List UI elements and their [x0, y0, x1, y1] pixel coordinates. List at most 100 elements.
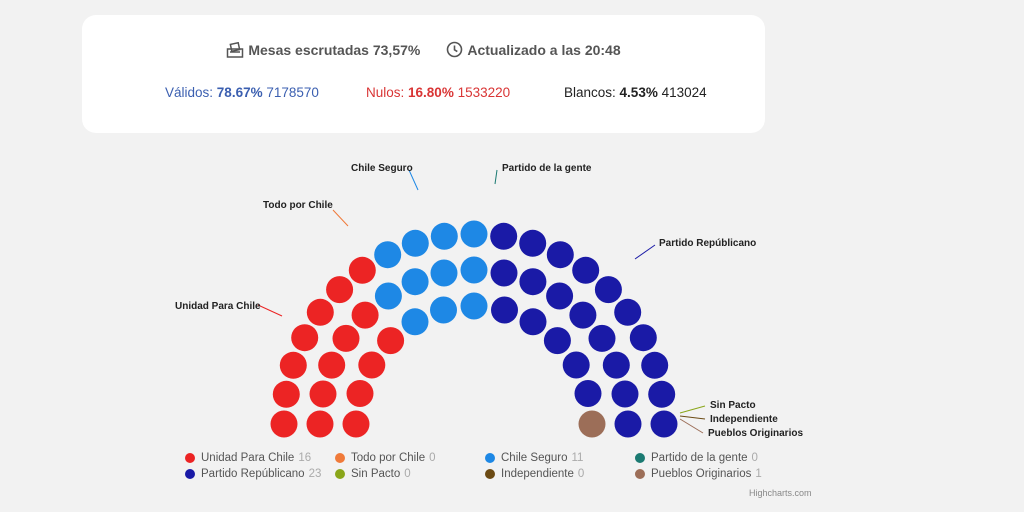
- legend-seat-count: 0: [751, 452, 758, 464]
- legend-label: Independiente: [501, 468, 574, 480]
- seat-chile-seguro[interactable]: [460, 220, 488, 248]
- connector-pueblos-originarios: [679, 418, 704, 434]
- seat-chile-seguro[interactable]: [430, 222, 458, 250]
- seat-chile-seguro[interactable]: [460, 292, 488, 320]
- legend-marker: [485, 469, 495, 479]
- seat-unidad-para-chile[interactable]: [306, 410, 334, 438]
- seat-partido-republicano[interactable]: [490, 222, 518, 250]
- seat-chile-seguro[interactable]: [401, 308, 429, 336]
- seat-unidad-para-chile[interactable]: [348, 256, 376, 284]
- connector-sin-pacto: [679, 405, 706, 414]
- seat-partido-republicano[interactable]: [611, 380, 639, 408]
- seat-partido-republicano[interactable]: [491, 296, 518, 324]
- seat-partido-republicano[interactable]: [546, 241, 574, 269]
- seat-unidad-para-chile[interactable]: [342, 410, 370, 438]
- legend-item-todo-por-chile[interactable]: Todo por Chile 0: [335, 452, 436, 464]
- seat-partido-republicano[interactable]: [648, 380, 676, 408]
- legend-item-sin-pacto[interactable]: Sin Pacto 0: [335, 468, 411, 480]
- seat-partido-republicano[interactable]: [602, 351, 630, 379]
- data-label-todo-por-chile: Todo por Chile: [263, 200, 333, 211]
- seat-chile-seguro[interactable]: [374, 282, 402, 310]
- seat-partido-republicano[interactable]: [490, 259, 518, 287]
- seat-partido-republicano[interactable]: [562, 351, 590, 379]
- seat-unidad-para-chile[interactable]: [272, 380, 300, 408]
- seat-partido-republicano[interactable]: [588, 324, 616, 352]
- seat-partido-republicano[interactable]: [650, 410, 678, 438]
- connector-chile-seguro: [408, 169, 419, 191]
- nulos-stat: Nulos: 16.80% 1533220: [366, 85, 511, 100]
- legend-marker: [335, 453, 345, 463]
- mesas-item: Mesas escrutadas 73,57%: [226, 41, 420, 58]
- data-label-partido-de-la-gente: Partido de la gente: [502, 163, 592, 174]
- seat-partido-republicano[interactable]: [543, 327, 571, 355]
- seat-chile-seguro[interactable]: [401, 268, 429, 296]
- seat-chile-seguro[interactable]: [401, 229, 429, 257]
- seat-unidad-para-chile[interactable]: [291, 324, 319, 352]
- seat-unidad-para-chile[interactable]: [309, 380, 337, 408]
- legend-seat-count: 23: [308, 468, 322, 480]
- seat-unidad-para-chile[interactable]: [279, 351, 307, 379]
- seat-unidad-para-chile[interactable]: [318, 351, 346, 379]
- legend-marker: [635, 469, 645, 479]
- data-label-unidad-para-chile: Unidad Para Chile: [175, 301, 261, 312]
- mesas-text: Mesas escrutadas 73,57%: [248, 41, 421, 58]
- seat-chile-seguro[interactable]: [430, 296, 457, 324]
- seat-partido-republicano[interactable]: [519, 268, 547, 296]
- seat-chile-seguro[interactable]: [374, 241, 402, 269]
- seat-partido-republicano[interactable]: [546, 282, 574, 310]
- legend-item-independiente[interactable]: Independiente 0: [485, 468, 584, 480]
- seat-unidad-para-chile[interactable]: [270, 410, 298, 438]
- legend-label: Chile Seguro: [501, 452, 568, 464]
- seat-chile-seguro[interactable]: [430, 259, 458, 287]
- updated-text: Actualizado a las 20:48: [467, 41, 621, 58]
- connector-unidad-para-chile: [257, 304, 283, 317]
- seat-pueblos-originarios[interactable]: [578, 410, 606, 438]
- legend-label: Partido Repúblicano: [201, 468, 305, 480]
- legend-seat-count: 0: [429, 452, 436, 464]
- legend-item-chile-seguro[interactable]: Chile Seguro 11: [485, 452, 583, 464]
- updated-item: Actualizado a las 20:48: [446, 41, 621, 58]
- connector-independiente: [679, 415, 706, 420]
- legend-marker: [485, 453, 495, 463]
- data-label-partido-republicano: Partido Repúblicano: [659, 238, 756, 249]
- legend-label: Partido de la gente: [651, 452, 748, 464]
- legend-item-unidad-para-chile[interactable]: Unidad Para Chile 16: [185, 452, 311, 464]
- seat-partido-republicano[interactable]: [629, 324, 657, 352]
- seat-unidad-para-chile[interactable]: [346, 380, 374, 407]
- seat-unidad-para-chile[interactable]: [306, 298, 334, 326]
- clock-icon: [446, 41, 463, 58]
- seat-unidad-para-chile[interactable]: [358, 351, 386, 379]
- seat-partido-republicano[interactable]: [574, 380, 602, 407]
- legend-seat-count: 11: [571, 452, 584, 464]
- legend-marker: [185, 469, 195, 479]
- legend-item-partido-republicano[interactable]: Partido Repúblicano 23: [185, 468, 321, 480]
- legend-marker: [335, 469, 345, 479]
- seat-partido-republicano[interactable]: [594, 276, 622, 304]
- credits[interactable]: Highcharts.com: [749, 488, 812, 498]
- seat-unidad-para-chile[interactable]: [326, 276, 354, 304]
- seat-unidad-para-chile[interactable]: [351, 301, 379, 329]
- seat-partido-republicano[interactable]: [519, 308, 547, 336]
- summary-card: Mesas escrutadas 73,57% Actualizado a la…: [82, 15, 765, 133]
- seat-partido-republicano[interactable]: [569, 301, 597, 329]
- connector-todo-por-chile: [332, 209, 349, 227]
- vote-stats: Válidos: 78.67% 7178570 Nulos: 16.80% 15…: [82, 85, 765, 105]
- legend-item-partido-de-la-gente[interactable]: Partido de la gente 0: [635, 452, 758, 464]
- seat-partido-republicano[interactable]: [572, 256, 600, 284]
- legend-item-pueblos-originarios[interactable]: Pueblos Originarios 1: [635, 468, 762, 480]
- seat-partido-republicano[interactable]: [614, 298, 642, 326]
- summary-header: Mesas escrutadas 73,57% Actualizado a la…: [82, 41, 765, 58]
- legend-marker: [185, 453, 195, 463]
- seat-unidad-para-chile[interactable]: [377, 327, 405, 355]
- seat-unidad-para-chile[interactable]: [332, 324, 360, 352]
- seat-partido-republicano[interactable]: [519, 229, 547, 257]
- ballot-box-icon: [226, 41, 244, 58]
- connector-partido-republicano: [634, 244, 656, 260]
- legend-seat-count: 0: [577, 468, 585, 480]
- data-label-sin-pacto: Sin Pacto: [710, 400, 756, 411]
- seat-chile-seguro[interactable]: [460, 256, 488, 284]
- seat-partido-republicano[interactable]: [641, 351, 669, 379]
- legend-seat-count: 16: [298, 452, 312, 464]
- seat-partido-republicano[interactable]: [614, 410, 642, 438]
